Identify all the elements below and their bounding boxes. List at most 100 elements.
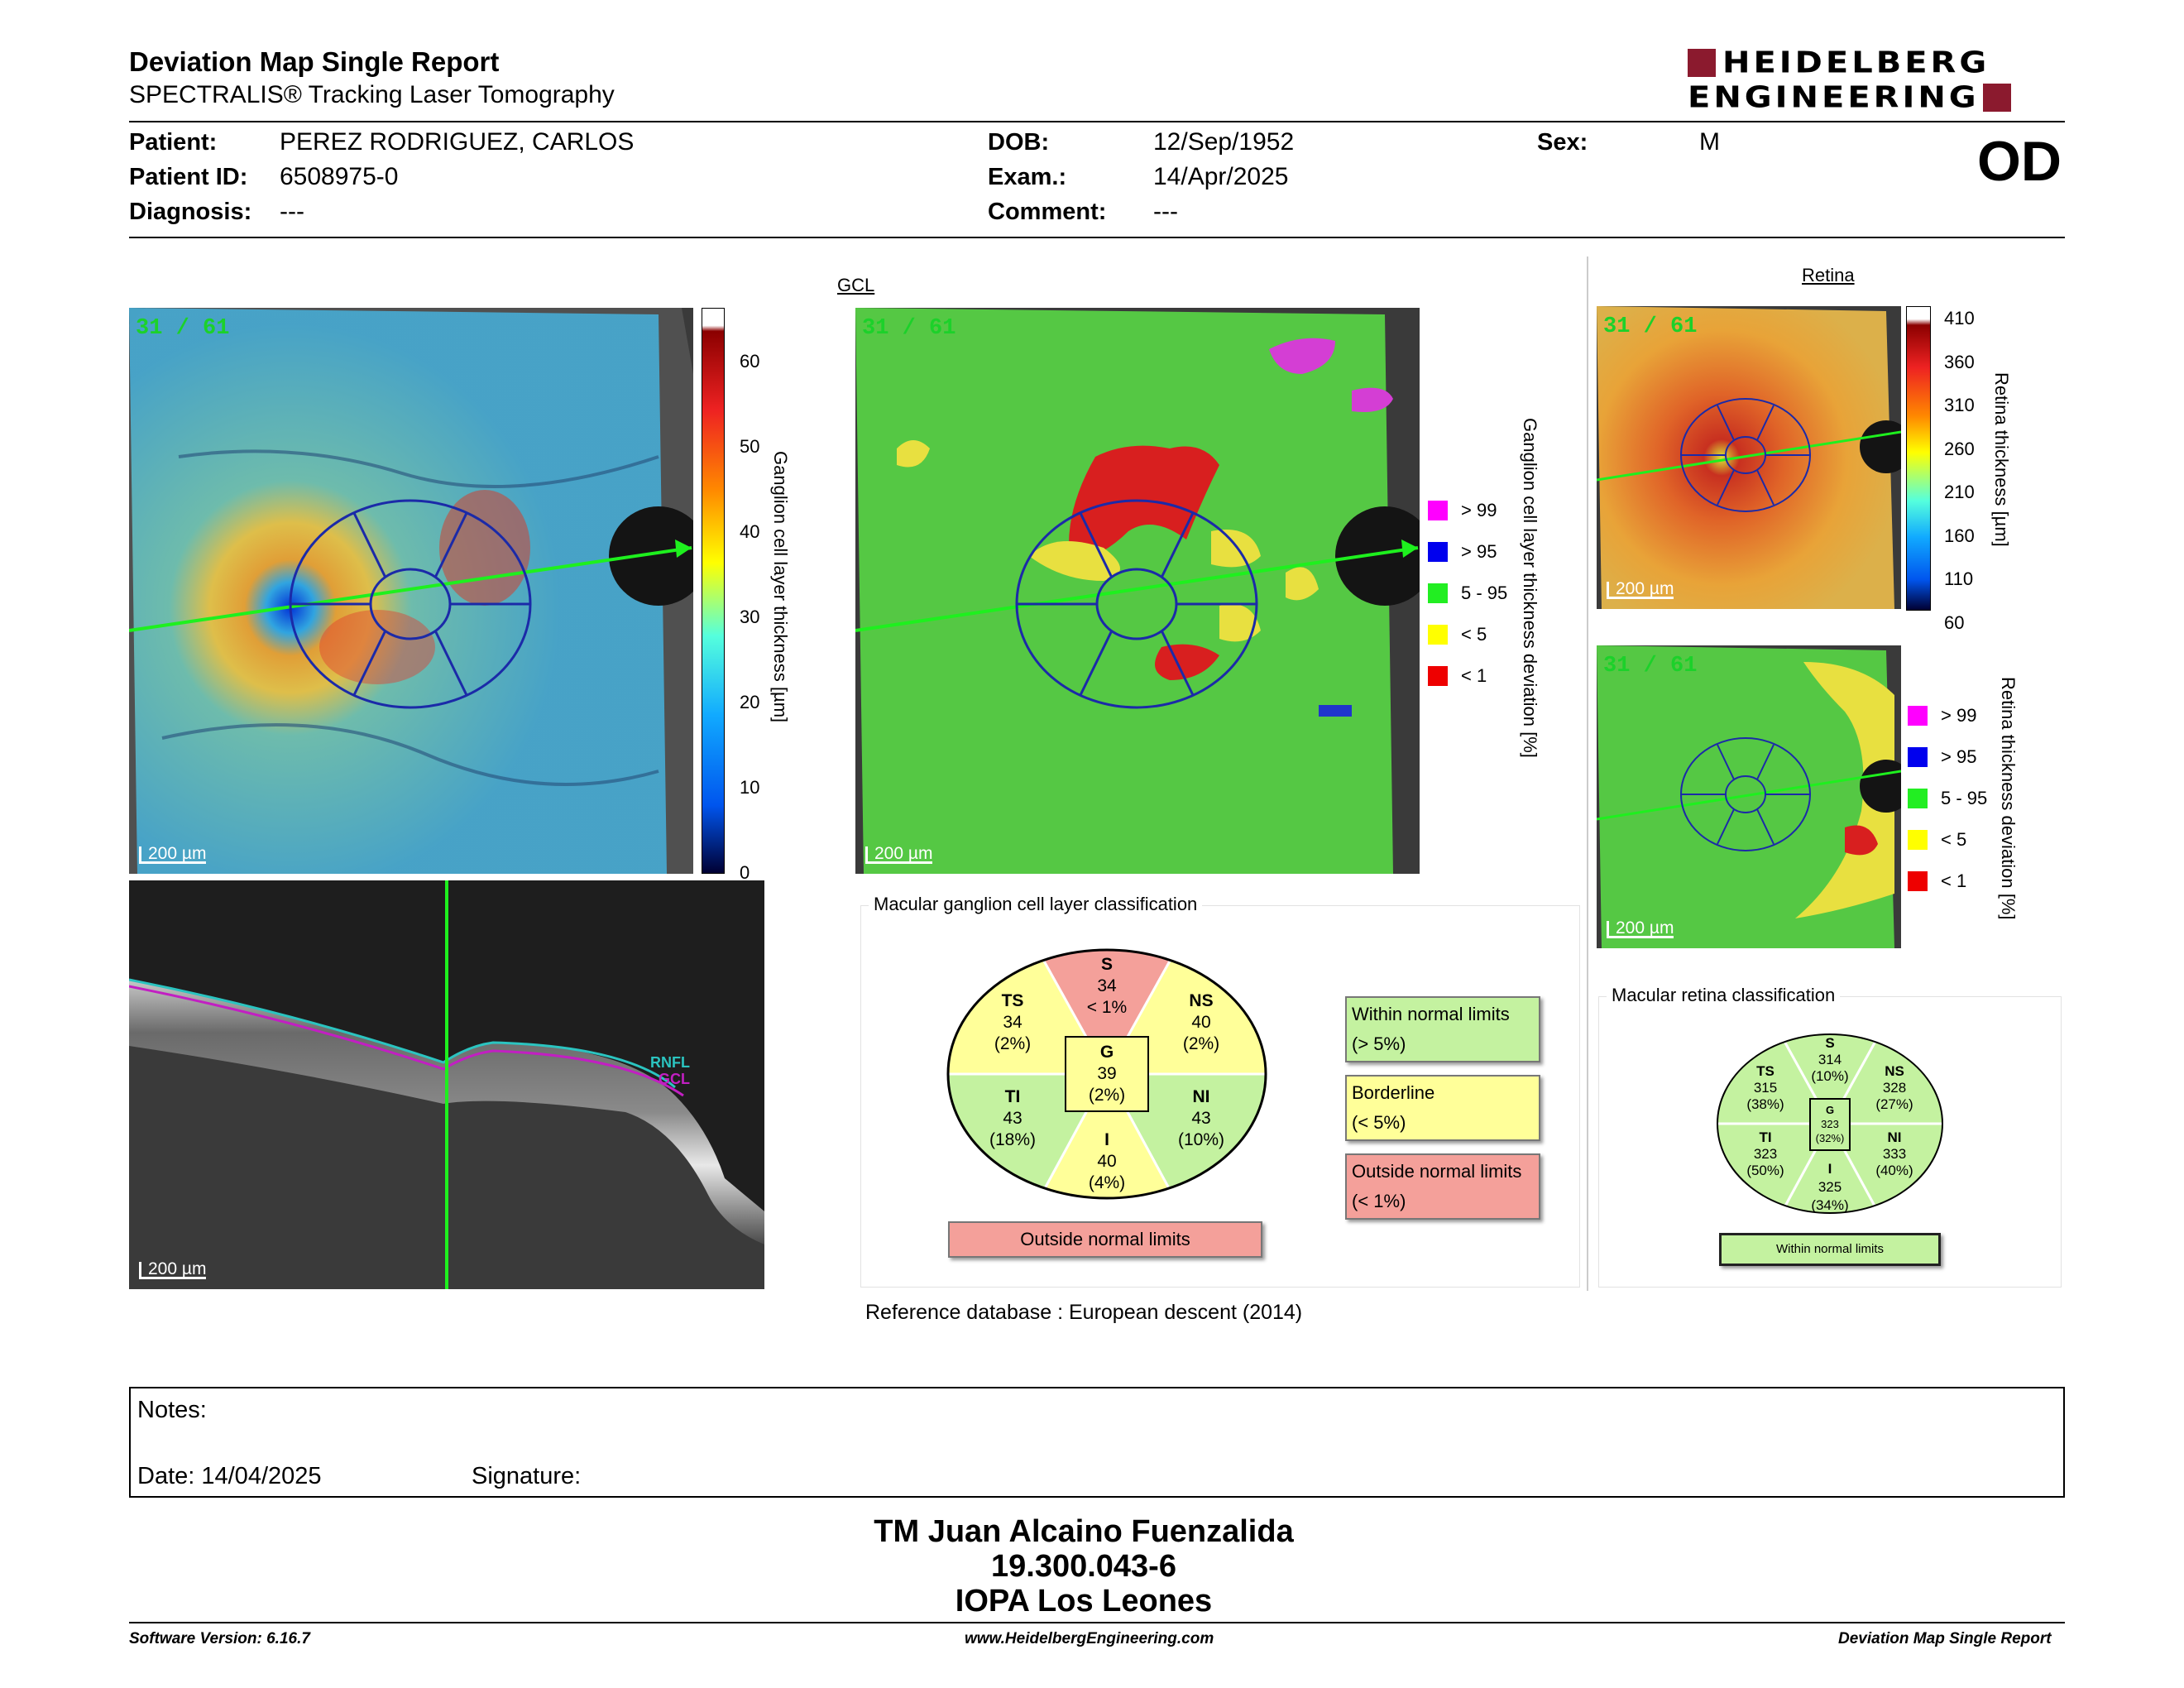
exam-value: 14/Apr/2025: [1153, 163, 1289, 190]
colorbar-tick-label: 40: [740, 521, 760, 542]
colorbar-tick-label: 210: [1944, 482, 1975, 502]
legend-item: < 5: [1428, 624, 1487, 645]
classification-legend-title: Within normal limits: [1352, 1004, 1510, 1024]
svg-text:GCL: GCL: [659, 1071, 690, 1087]
legend-label: < 5: [1461, 624, 1487, 645]
svg-text:TI: TI: [1005, 1087, 1021, 1106]
frame-counter: 31 / 61: [136, 316, 230, 341]
retina-deviation-map: 31 / 61 200 µm: [1597, 645, 1901, 948]
colorbar-tick-label: 50: [740, 436, 760, 457]
legend-label: < 1: [1461, 665, 1487, 686]
signature-label: Signature:: [472, 1463, 582, 1489]
classification-legend-range: (< 5%): [1352, 1112, 1406, 1133]
frame-counter: 31 / 61: [862, 316, 956, 341]
legend-label: < 1: [1941, 870, 1967, 891]
svg-text:39: 39: [1097, 1064, 1116, 1083]
classification-legend-title: Borderline: [1352, 1082, 1435, 1103]
svg-text:(4%): (4%): [1089, 1173, 1125, 1192]
legend-swatch: [1908, 789, 1928, 808]
legend-label: 5 - 95: [1461, 583, 1508, 603]
legend-swatch: [1908, 747, 1928, 767]
svg-text:(40%): (40%): [1875, 1163, 1913, 1178]
svg-text:43: 43: [1003, 1109, 1022, 1128]
svg-text:(32%): (32%): [1816, 1132, 1845, 1144]
report-name: Deviation Map Single Report: [1838, 1630, 2052, 1647]
svg-text:315: 315: [1754, 1080, 1777, 1096]
svg-text:34: 34: [1097, 976, 1117, 995]
gcl-thickness-svg: [129, 308, 693, 874]
signer-rut: 19.300.043-6: [991, 1549, 1176, 1584]
exam-label: Exam.:: [988, 164, 1067, 190]
gcl-thickness-map: 31 / 61 200 µm: [129, 308, 693, 874]
svg-text:323: 323: [1754, 1146, 1777, 1162]
svg-text:< 1%: < 1%: [1087, 998, 1127, 1017]
scale-bar: 200 µm: [1607, 919, 1674, 938]
svg-text:(38%): (38%): [1746, 1096, 1784, 1112]
legend-swatch: [1908, 871, 1928, 891]
legend-label: > 99: [1461, 500, 1497, 520]
gcl-sector-chart: S 34 < 1% TS 34 (2%) NS 40 (2%) TI 43 (1…: [946, 948, 1267, 1200]
eye-label: OD: [1977, 130, 2062, 193]
scale-bar: 200 µm: [139, 845, 207, 864]
svg-text:323: 323: [1821, 1118, 1839, 1130]
retina-thickness-axis-label: Retina thickness [µm]: [1991, 372, 2012, 547]
comment-label: Comment:: [988, 199, 1107, 225]
logo-square-icon: [1688, 49, 1716, 77]
gcl-overall-classification: Outside normal limits: [948, 1221, 1262, 1258]
classification-legend-box: Borderline (< 5%): [1345, 1075, 1540, 1141]
gcl-thickness-colorbar: [702, 308, 725, 874]
classification-legend-range: (> 5%): [1352, 1033, 1406, 1054]
svg-text:(10%): (10%): [1811, 1068, 1848, 1084]
diagnosis-label: Diagnosis:: [129, 199, 252, 225]
svg-text:RNFL: RNFL: [650, 1054, 690, 1071]
retina-deviation-axis-label: Retina thickness deviation [%]: [1998, 677, 2019, 920]
legend-item: < 5: [1908, 829, 1966, 851]
report-subtitle: SPECTRALIS® Tracking Laser Tomography: [129, 81, 615, 108]
legend-swatch: [1428, 501, 1448, 520]
svg-text:(2%): (2%): [994, 1034, 1031, 1053]
sex-value: M: [1699, 128, 1720, 156]
legend-swatch: [1428, 583, 1448, 603]
colorbar-tick-label: 360: [1944, 351, 1975, 372]
legend-label: < 5: [1941, 829, 1967, 850]
legend-item: > 99: [1428, 500, 1497, 521]
svg-text:314: 314: [1818, 1052, 1842, 1067]
legend-swatch: [1908, 706, 1928, 726]
svg-text:(18%): (18%): [989, 1130, 1036, 1149]
sector-g: [1065, 1036, 1149, 1112]
svg-text:(27%): (27%): [1875, 1096, 1913, 1112]
gcl-deviation-axis-label: Ganglion cell layer thickness deviation …: [1520, 418, 1540, 758]
dob-label: DOB:: [988, 129, 1050, 156]
sector-g: [1809, 1098, 1851, 1151]
svg-text:I: I: [1828, 1161, 1832, 1177]
svg-text:43: 43: [1191, 1109, 1210, 1128]
retina-classification-title: Macular retina classification: [1607, 985, 1841, 1006]
signer-name: TM Juan Alcaino Fuenzalida: [874, 1514, 1294, 1549]
svg-text:TS: TS: [1002, 991, 1024, 1010]
svg-text:G: G: [1826, 1104, 1834, 1116]
oct-bscan: RNFL GCL 200 µm: [129, 880, 764, 1289]
svg-text:S: S: [1101, 955, 1113, 974]
svg-text:(34%): (34%): [1811, 1197, 1848, 1213]
sex-label: Sex:: [1537, 129, 1588, 156]
scale-bar: 200 µm: [865, 845, 933, 864]
legend-item: 5 - 95: [1428, 583, 1507, 604]
scale-bar: 200 µm: [139, 1260, 207, 1279]
notes-box[interactable]: Notes: Date: 14/04/2025 Signature:: [129, 1387, 2065, 1498]
svg-text:(2%): (2%): [1183, 1034, 1219, 1053]
svg-text:TS: TS: [1756, 1063, 1774, 1079]
website-link[interactable]: www.HeidelbergEngineering.com: [965, 1630, 1214, 1647]
svg-text:TI: TI: [1759, 1129, 1771, 1145]
diagnosis-value: ---: [280, 198, 304, 225]
legend-swatch: [1908, 830, 1928, 850]
svg-text:(10%): (10%): [1178, 1130, 1224, 1149]
patient-rule: [129, 237, 2065, 238]
legend-swatch: [1428, 666, 1448, 686]
retina-sector-chart: S 314 (10%) TS 315 (38%) NS 328 (27%) TI…: [1717, 1033, 1943, 1214]
svg-text:NI: NI: [1888, 1129, 1902, 1145]
legend-item: > 95: [1908, 746, 1976, 768]
colorbar-tick-label: 20: [740, 692, 760, 712]
colorbar-tick-label: 60: [740, 351, 760, 372]
gcl-classification-panel: [860, 905, 1580, 1288]
svg-text:G: G: [1100, 1043, 1114, 1062]
